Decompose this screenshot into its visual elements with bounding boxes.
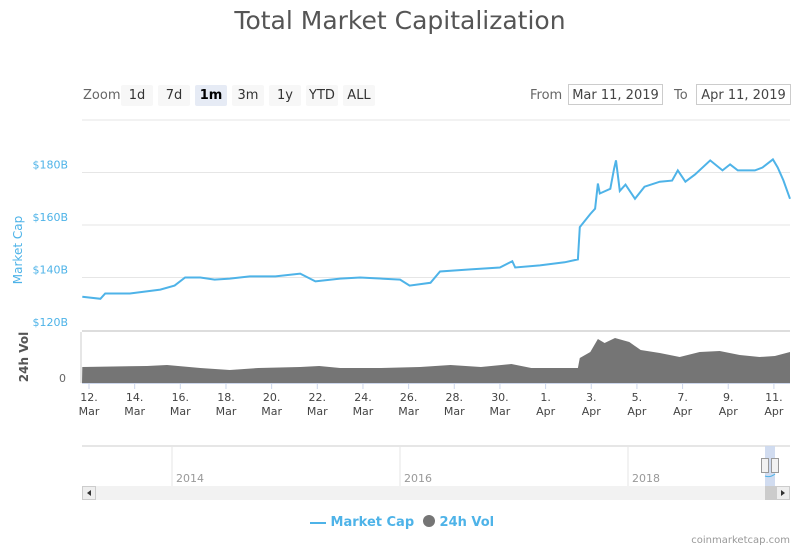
volume-area-series <box>82 338 790 383</box>
navigator-left-handle[interactable] <box>761 458 769 473</box>
x-tick-label: 30. Mar <box>490 391 511 418</box>
x-tick-label: 24. Mar <box>353 391 374 418</box>
x-tick-label: 14. Mar <box>124 391 145 418</box>
zoom-1m-button[interactable]: 1m <box>195 85 227 106</box>
zoom-3m-button[interactable]: 3m <box>232 85 264 106</box>
x-tick-label: 5. Apr <box>627 391 647 418</box>
x-tick-label: 28. Mar <box>444 391 465 418</box>
y-tick-label: $140B <box>32 264 68 277</box>
scrollbar-thumb[interactable] <box>765 486 776 500</box>
x-tick-label: 9. Apr <box>719 391 739 418</box>
x-tick-label: 11. Apr <box>764 391 784 418</box>
legend-item-volume[interactable]: 24h Vol <box>423 515 494 530</box>
from-date-input[interactable]: Mar 11, 2019 <box>568 84 663 105</box>
x-tick-label: 22. Mar <box>307 391 328 418</box>
x-tick-label: 1. Apr <box>536 391 556 418</box>
navigator-year-label: 2018 <box>632 472 660 485</box>
x-tick-label: 20. Mar <box>261 391 282 418</box>
navigator-year-label: 2016 <box>404 472 432 485</box>
arrow-right-icon <box>781 490 785 496</box>
navigator-right-handle[interactable] <box>771 458 779 473</box>
zoom-ytd-button[interactable]: YTD <box>306 85 338 106</box>
x-tick-label: 3. Apr <box>582 391 602 418</box>
legend-label: 24h Vol <box>439 515 495 530</box>
to-label: To <box>674 88 688 103</box>
navigator-selected-range[interactable] <box>765 446 775 486</box>
x-tick-label: 7. Apr <box>673 391 693 418</box>
to-date-input[interactable]: Apr 11, 2019 <box>696 84 791 105</box>
legend-item-market-cap[interactable]: Market Cap <box>310 515 414 530</box>
y-tick-label: $160B <box>32 211 68 224</box>
market-cap-line-series <box>82 157 791 300</box>
circle-swatch-icon <box>423 515 435 527</box>
x-tick-label: 12. Mar <box>79 391 100 418</box>
zoom-1y-button[interactable]: 1y <box>269 85 301 106</box>
credit-link[interactable]: coinmarketcap.com <box>691 535 790 546</box>
legend-label: Market Cap <box>330 515 415 530</box>
chart-title: Total Market Capitalization <box>234 6 566 35</box>
market-cap-chart[interactable]: $120B$140B$160B$180B Market Cap 24h Vol … <box>0 0 800 510</box>
navigator-series <box>764 473 776 478</box>
zoom-all-button[interactable]: ALL <box>343 85 375 106</box>
navigator-year-label: 2014 <box>176 472 204 485</box>
x-tick-label: 18. Mar <box>216 391 237 418</box>
x-tick-label: 16. Mar <box>170 391 191 418</box>
y-tick-label: $180B <box>32 159 68 172</box>
zoom-label: Zoom <box>83 88 121 103</box>
line-swatch-icon <box>310 521 326 524</box>
zoom-7d-button[interactable]: 7d <box>158 85 190 106</box>
y-tick-label: $120B <box>32 316 68 329</box>
zoom-1d-button[interactable]: 1d <box>121 85 153 106</box>
x-tick-label: 26. Mar <box>398 391 419 418</box>
volume-tick-label: 0 <box>59 372 66 385</box>
arrow-left-icon <box>87 490 91 496</box>
y-axis-title-market-cap: Market Cap <box>11 216 25 284</box>
scrollbar-track[interactable] <box>82 486 790 500</box>
y-axis-title-volume: 24h Vol <box>17 332 31 382</box>
from-label: From <box>530 88 563 103</box>
